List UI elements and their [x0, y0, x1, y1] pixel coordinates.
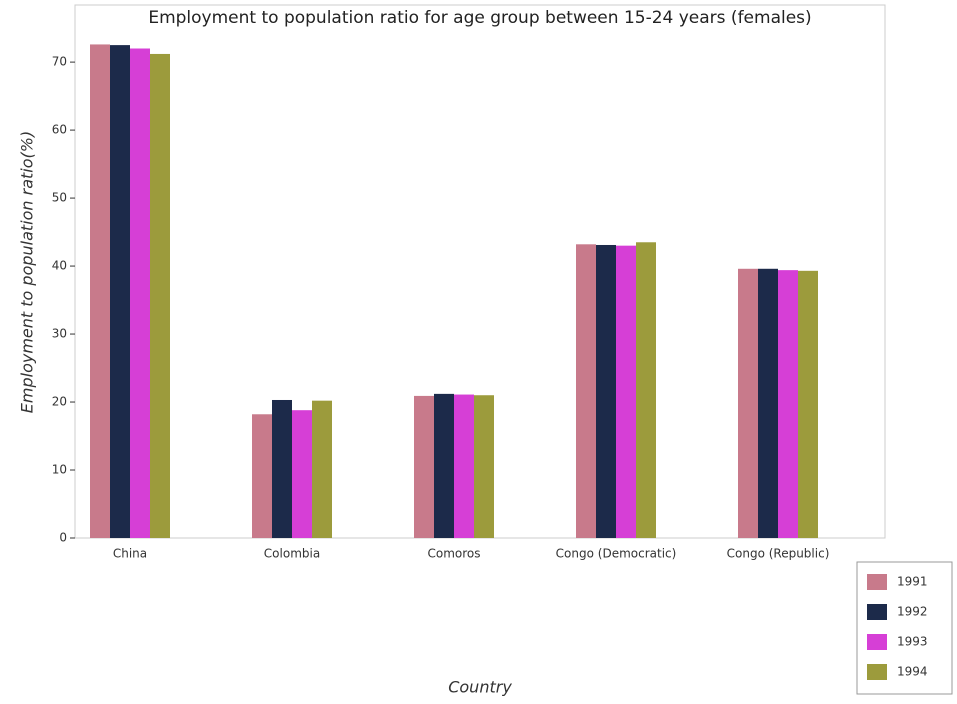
bar — [798, 270, 818, 538]
y-tick-label: 50 — [52, 191, 67, 205]
bar — [252, 414, 272, 538]
legend-swatch — [867, 664, 887, 680]
y-tick-label: 60 — [52, 123, 67, 137]
y-axis-label: Employment to population ratio(%) — [18, 131, 37, 413]
bar — [434, 393, 454, 538]
y-tick-label: 30 — [52, 327, 67, 341]
x-axis-label: Country — [448, 678, 512, 697]
x-tick-label: China — [113, 547, 147, 561]
y-tick-label: 0 — [59, 531, 67, 545]
chart-title: Employment to population ratio for age g… — [148, 8, 811, 28]
bar — [130, 48, 150, 539]
y-tick-label: 40 — [52, 259, 67, 273]
bar — [596, 244, 616, 538]
legend-label: 1994 — [897, 665, 928, 679]
y-tick-label: 70 — [52, 55, 67, 69]
bar — [738, 268, 758, 538]
bar — [778, 270, 798, 538]
y-tick-label: 20 — [52, 395, 67, 409]
legend-label: 1993 — [897, 635, 928, 649]
bar — [150, 53, 170, 539]
bar — [576, 244, 596, 538]
x-tick-label: Comoros — [427, 547, 480, 561]
x-tick-label: Congo (Democratic) — [556, 547, 677, 561]
x-tick-label: Congo (Republic) — [727, 547, 830, 561]
legend-label: 1991 — [897, 575, 928, 589]
bar — [474, 395, 494, 538]
bar — [292, 410, 312, 538]
y-tick-label: 10 — [52, 463, 67, 477]
legend-label: 1992 — [897, 605, 928, 619]
bar — [616, 245, 636, 538]
x-tick-label: Colombia — [264, 547, 320, 561]
bar — [90, 44, 110, 538]
bar — [636, 242, 656, 538]
bar — [272, 399, 292, 538]
bar — [312, 400, 332, 538]
bar — [110, 45, 130, 539]
legend-swatch — [867, 574, 887, 590]
bar — [454, 394, 474, 538]
bar — [414, 395, 434, 538]
legend-swatch — [867, 604, 887, 620]
legend-swatch — [867, 634, 887, 650]
bar — [758, 268, 778, 538]
